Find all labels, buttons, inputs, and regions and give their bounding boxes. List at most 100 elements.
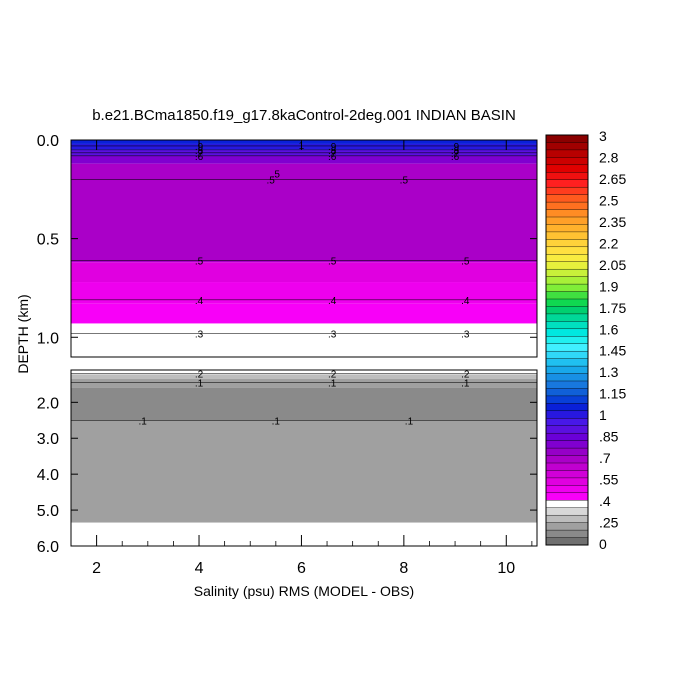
lower-y-tick-label-0: 2.0 <box>37 395 59 412</box>
colorbar-swatch-51 <box>545 514 589 524</box>
upper-band-5 <box>71 262 537 283</box>
lower-contour-label-1-2: .1 <box>461 379 470 390</box>
colorbar-swatch-14 <box>545 239 589 248</box>
upper-contour-label-2-1: .7 <box>328 149 337 160</box>
colorbar-swatch-9 <box>545 201 589 211</box>
upper-contour-label-2-2: .7 <box>451 149 460 160</box>
upper-band-4 <box>71 163 537 263</box>
lower-contour-label-1-1: .1 <box>328 379 337 390</box>
lower-y-tick-label-4: 6.0 <box>37 539 59 556</box>
colorbar-label-15: .7 <box>599 450 611 466</box>
upper-contour-label-5-0: .5 <box>195 256 204 267</box>
colorbar-swatch-37 <box>545 410 589 419</box>
colorbar-frame <box>545 134 589 546</box>
upper-band-7 <box>71 303 537 324</box>
upper-contour-label-7-2: .3 <box>461 329 470 340</box>
x-tick-label-1: 4 <box>195 560 204 577</box>
colorbar-label-13: 1 <box>599 407 607 423</box>
colorbar-label-9: 1.6 <box>599 321 619 337</box>
upper-y-tick-label-1: 0.5 <box>37 232 59 249</box>
upper-band-6 <box>71 282 537 304</box>
colorbar-swatch-13 <box>545 231 589 240</box>
colorbar-swatch-0 <box>545 134 589 143</box>
upper-band-1 <box>71 143 537 150</box>
lower-y-tick-label-3: 5.0 <box>37 503 59 520</box>
lower-contour-label-0-1: .2 <box>328 370 337 381</box>
upper-contour-label-3-1: .6 <box>328 152 337 163</box>
upper-band-3 <box>71 155 537 164</box>
colorbar-swatch-35 <box>545 395 589 404</box>
colorbar-label-5: 2.2 <box>599 235 619 251</box>
lower-contour-label-2-0: .1 <box>139 416 148 427</box>
lower-band-3 <box>71 387 537 421</box>
colorbar-label-6: 2.05 <box>599 257 626 273</box>
colorbar-label-8: 1.75 <box>599 300 626 316</box>
colorbar-swatch-36 <box>545 403 589 412</box>
colorbar-swatch-10 <box>545 209 589 218</box>
colorbar-swatch-26 <box>545 328 589 337</box>
lower-no-data-area <box>71 522 537 546</box>
colorbar-swatch-6 <box>545 179 589 188</box>
colorbar-swatch-22 <box>545 298 589 307</box>
colorbar-swatch-29 <box>545 350 589 360</box>
upper-contour-label-7-1: .3 <box>328 329 337 340</box>
colorbar-swatch-23 <box>545 306 589 315</box>
colorbar-swatch-43 <box>545 455 589 464</box>
x-axis-label: Salinity (psu) RMS (MODEL - OBS) <box>194 583 414 599</box>
colorbar-swatch-54 <box>545 537 589 546</box>
upper-contour-label-6-2: .4 <box>461 296 470 307</box>
colorbar-swatch-48 <box>545 492 589 501</box>
colorbar-swatch-4 <box>545 164 589 173</box>
x-tick-label-0: 2 <box>92 560 101 577</box>
lower-contour-label-0-2: .2 <box>461 370 470 381</box>
lower-contour-label-0-0: .2 <box>195 370 204 381</box>
colorbar-swatch-44 <box>545 462 589 471</box>
colorbar-swatch-18 <box>545 268 589 278</box>
colorbar-label-1: 2.8 <box>599 149 619 165</box>
upper-contour-label-6-1: .4 <box>328 296 337 307</box>
colorbar-label-3: 2.5 <box>599 192 619 208</box>
lower-contour-label-2-1: .1 <box>272 416 281 427</box>
colorbar-label-7: 1.9 <box>599 278 619 294</box>
upper-contour-label-3-0: .6 <box>195 152 204 163</box>
colorbar-swatch-38 <box>545 418 589 427</box>
upper-panel-frame <box>70 139 538 358</box>
colorbar-swatch-7 <box>545 186 589 196</box>
colorbar-swatch-45 <box>545 470 589 479</box>
colorbar-swatch-24 <box>545 313 589 322</box>
colorbar-swatch-1 <box>545 142 589 151</box>
lower-contour-label-2-2: .1 <box>405 416 414 427</box>
colorbar-swatch-30 <box>545 358 589 367</box>
colorbar-swatch-17 <box>545 261 589 270</box>
colorbar-swatch-32 <box>545 373 589 382</box>
colorbar-swatch-21 <box>545 291 589 300</box>
upper-band-8 <box>71 323 537 357</box>
colorbar-label-4: 2.35 <box>599 214 626 230</box>
colorbar-swatch-19 <box>545 276 589 285</box>
colorbar-label-12: 1.15 <box>599 386 626 402</box>
colorbar-swatch-53 <box>545 529 589 539</box>
colorbar-swatch-49 <box>545 500 589 509</box>
upper-band-0 <box>71 140 537 144</box>
colorbar-swatch-5 <box>545 172 589 181</box>
colorbar-swatch-8 <box>545 194 589 203</box>
colorbar-label-16: .55 <box>599 472 619 488</box>
lower-band-2 <box>71 378 537 388</box>
colorbar-swatch-33 <box>545 380 589 389</box>
x-tick-label-3: 8 <box>399 560 408 577</box>
colorbar-swatch-11 <box>545 216 589 225</box>
colorbar-label-11: 1.3 <box>599 364 619 380</box>
y-axis-label: DEPTH (km) <box>15 294 31 373</box>
colorbar-swatch-50 <box>545 507 589 516</box>
colorbar: 3 2.8 2.65 2.5 2.35 2.2 2.05 1.9 1.75 1.6 1.45 1.3 1… <box>545 128 626 552</box>
colorbar-swatch-31 <box>545 365 589 375</box>
colorbar-label-19: 0 <box>599 536 607 552</box>
colorbar-swatch-25 <box>545 321 589 330</box>
x-axis: 2 4 6 8 10 <box>70 140 533 577</box>
colorbar-swatch-15 <box>545 246 589 255</box>
colorbar-swatch-40 <box>545 432 589 442</box>
colorbar-swatch-28 <box>545 343 589 352</box>
colorbar-swatch-12 <box>545 224 589 233</box>
upper-contour-label-6-0: .4 <box>195 296 204 307</box>
